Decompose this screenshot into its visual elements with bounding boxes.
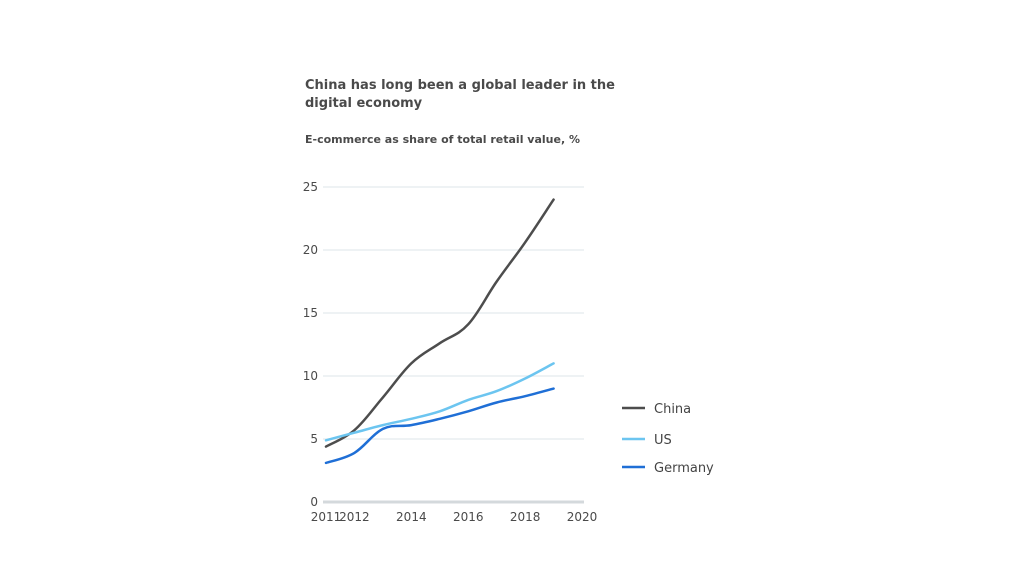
y-tick-label: 10 [303,369,318,383]
series-lines [324,198,555,465]
legend-label-germany: Germany [654,461,714,476]
series-line-us [324,362,555,442]
x-tick-label: 2020 [567,510,598,524]
chart-title: China has long been a global leader in t… [305,78,615,111]
legend-label-china: China [654,402,691,417]
x-tick-label: 2012 [339,510,370,524]
x-tick-label: 2016 [453,510,484,524]
x-tick-label: 2011 [311,510,342,524]
y-tick-label: 25 [303,180,318,194]
legend: China US Germany [622,402,714,476]
x-tick-label: 2018 [510,510,541,524]
x-tick-label: 2014 [396,510,427,524]
y-tick-label: 0 [310,495,318,509]
series-line-china [324,198,555,448]
legend-label-us: US [654,433,672,448]
chart-subtitle: E-commerce as share of total retail valu… [305,133,580,146]
gridlines [323,186,584,504]
y-tick-label: 20 [303,243,318,257]
series-line-germany [324,387,555,465]
y-tick-label: 15 [303,306,318,320]
y-tick-label: 5 [310,432,318,446]
